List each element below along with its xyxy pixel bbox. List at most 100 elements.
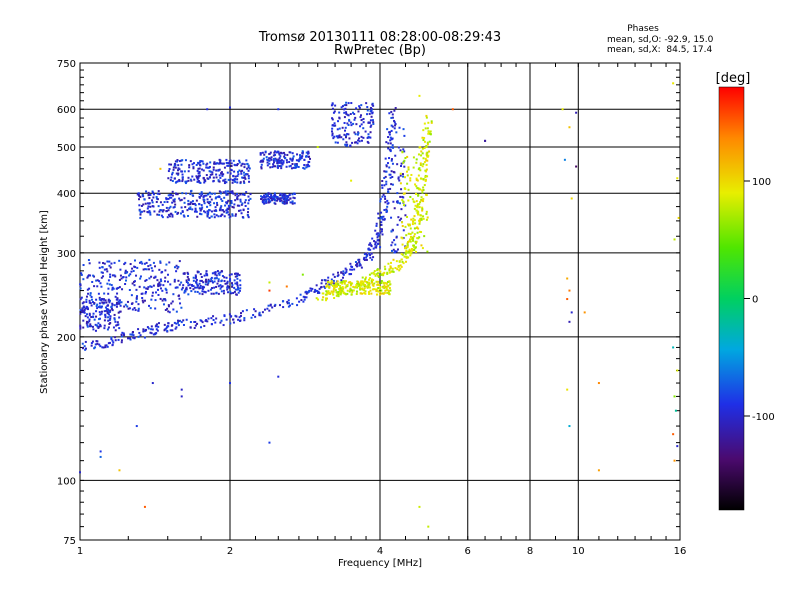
echo-point — [116, 301, 119, 304]
echo-point — [183, 197, 186, 200]
echo-point — [138, 331, 141, 334]
echo-point — [353, 268, 356, 271]
echo-point — [278, 161, 281, 164]
x-tick-labels: 1 2 4 6 8 10 16 — [77, 546, 687, 557]
echo-point — [148, 202, 151, 205]
echo-point — [149, 285, 152, 288]
echo-point — [210, 215, 213, 218]
echo-point — [390, 110, 393, 113]
echo-point — [391, 162, 394, 165]
echo-point — [390, 183, 393, 186]
echo-point — [205, 194, 208, 197]
echo-point — [169, 329, 172, 332]
echo-point — [86, 320, 89, 323]
echo-point — [240, 164, 243, 167]
echo-point — [165, 326, 168, 329]
echo-point — [82, 264, 85, 267]
echo-point — [107, 279, 110, 282]
echo-point — [425, 168, 428, 171]
echo-point — [356, 265, 359, 268]
echo-point — [297, 165, 300, 168]
echo-point — [403, 204, 406, 207]
echo-point — [80, 273, 83, 276]
echo-point — [409, 254, 412, 257]
echo-point — [86, 325, 89, 328]
echo-point — [161, 203, 164, 206]
echo-point — [368, 278, 371, 281]
echo-point — [270, 194, 273, 197]
echo-point — [397, 177, 400, 180]
echo-point — [280, 167, 283, 170]
echo-point — [285, 161, 288, 164]
echo-point — [220, 280, 223, 283]
echo-point — [370, 244, 373, 247]
echo-point — [338, 111, 341, 114]
echo-point — [343, 282, 346, 285]
echo-point — [405, 256, 408, 259]
echo-point — [215, 285, 218, 288]
echo-point — [118, 301, 121, 304]
echo-point — [124, 261, 127, 264]
echo-point — [177, 172, 180, 175]
echo-point — [334, 289, 337, 292]
echo-point — [226, 201, 229, 204]
echo-point — [354, 116, 357, 119]
echo-point — [345, 112, 348, 115]
echo-point — [303, 296, 306, 299]
echo-point — [170, 163, 173, 166]
echo-point — [195, 282, 198, 285]
echo-point — [283, 193, 286, 196]
echo-point — [197, 180, 200, 183]
echo-point — [182, 319, 185, 322]
echo-point — [272, 154, 275, 157]
echo-point — [383, 195, 386, 198]
echo-point — [165, 291, 168, 294]
echo-point — [320, 282, 323, 285]
echo-point — [192, 166, 195, 169]
echo-point — [399, 267, 402, 270]
echo-point — [92, 315, 95, 318]
echo-point — [276, 160, 279, 163]
echo-point — [411, 231, 414, 234]
echo-point — [385, 164, 388, 167]
echo-point — [370, 110, 373, 113]
echo-point — [225, 318, 228, 321]
echo-point — [385, 165, 388, 168]
echo-point — [242, 193, 245, 196]
echo-point — [345, 111, 348, 114]
echo-point — [116, 323, 119, 326]
echo-point — [210, 292, 213, 295]
echo-point — [189, 203, 192, 206]
echo-point — [418, 236, 421, 239]
echo-point — [164, 299, 167, 302]
echo-point — [85, 301, 88, 304]
echo-point — [373, 240, 376, 243]
echo-point — [111, 288, 114, 291]
echo-point — [361, 282, 364, 285]
echo-point — [225, 211, 228, 214]
echo-point — [217, 280, 220, 283]
echo-point — [152, 333, 155, 336]
echo-point — [177, 279, 180, 282]
echo-point — [124, 269, 127, 272]
echo-point — [180, 170, 183, 173]
echo-point — [332, 293, 335, 296]
echo-point — [349, 284, 352, 287]
echo-point — [133, 280, 136, 283]
echo-point — [358, 137, 361, 140]
echo-point — [89, 274, 92, 277]
echo-point — [147, 205, 150, 208]
echo-point — [360, 119, 363, 122]
echo-point — [361, 280, 364, 283]
echo-point — [307, 150, 310, 153]
echo-point — [405, 255, 408, 258]
echo-point — [328, 292, 331, 295]
echo-point — [386, 285, 389, 288]
echo-point — [367, 282, 370, 285]
echo-point — [389, 139, 392, 142]
echo-point — [169, 205, 172, 208]
echo-point — [413, 219, 416, 222]
echo-point — [391, 137, 394, 140]
echo-point — [252, 314, 255, 317]
echo-point — [190, 189, 193, 192]
